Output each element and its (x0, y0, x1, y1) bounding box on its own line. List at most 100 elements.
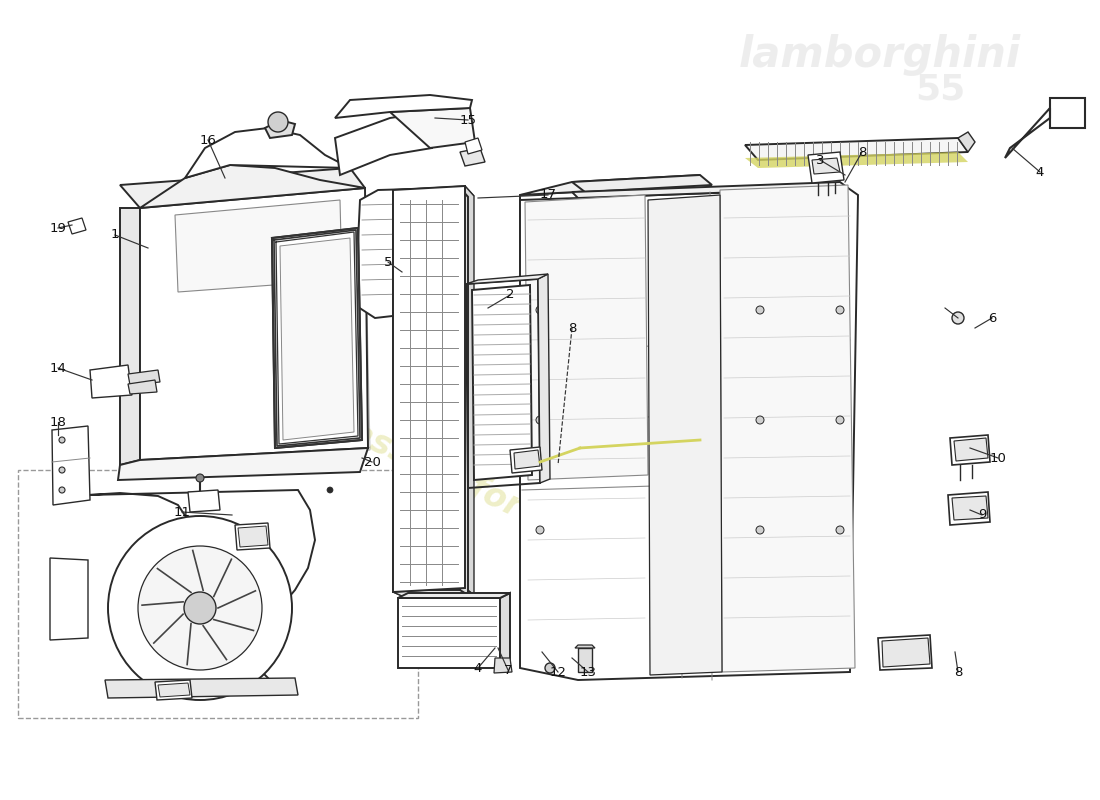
Polygon shape (720, 185, 855, 672)
Polygon shape (950, 435, 990, 465)
Text: 8: 8 (954, 666, 962, 678)
Polygon shape (355, 188, 448, 318)
Polygon shape (238, 526, 268, 547)
Text: 3: 3 (816, 154, 824, 166)
Polygon shape (460, 188, 467, 595)
Polygon shape (104, 678, 298, 698)
Text: 14: 14 (50, 362, 66, 374)
Text: 8: 8 (858, 146, 866, 158)
Text: 10: 10 (990, 451, 1006, 465)
Polygon shape (520, 188, 858, 680)
Polygon shape (88, 490, 315, 692)
Circle shape (536, 526, 544, 534)
Polygon shape (472, 285, 532, 480)
Polygon shape (140, 165, 365, 208)
Polygon shape (140, 188, 368, 460)
Polygon shape (572, 182, 848, 198)
Polygon shape (398, 598, 500, 668)
Polygon shape (882, 638, 930, 667)
Text: a passion for parts.com: a passion for parts.com (292, 391, 708, 609)
Text: 7: 7 (504, 663, 513, 677)
Polygon shape (952, 496, 988, 520)
Text: 8: 8 (568, 322, 576, 334)
Polygon shape (393, 190, 402, 596)
Polygon shape (948, 492, 990, 525)
Bar (18, 470, 418, 718)
Text: 1: 1 (111, 229, 119, 242)
Polygon shape (808, 152, 844, 183)
Polygon shape (460, 148, 485, 166)
Polygon shape (745, 138, 968, 160)
Circle shape (327, 487, 333, 493)
Polygon shape (398, 188, 468, 200)
Polygon shape (538, 274, 550, 483)
Polygon shape (398, 188, 460, 590)
Polygon shape (120, 208, 140, 465)
Circle shape (59, 467, 65, 473)
Polygon shape (158, 683, 190, 697)
Circle shape (184, 592, 216, 624)
Circle shape (59, 437, 65, 443)
Polygon shape (745, 152, 968, 168)
Text: 4: 4 (1036, 166, 1044, 178)
Circle shape (836, 416, 844, 424)
Polygon shape (466, 274, 548, 284)
Text: 5: 5 (384, 255, 393, 269)
Polygon shape (393, 588, 474, 596)
Circle shape (836, 526, 844, 534)
Polygon shape (188, 490, 220, 512)
Text: 17: 17 (539, 189, 557, 202)
Text: lamborghini: lamborghini (739, 34, 1021, 76)
Circle shape (756, 416, 764, 424)
Polygon shape (393, 186, 474, 198)
Polygon shape (265, 218, 370, 460)
Text: 16: 16 (199, 134, 217, 146)
Circle shape (196, 474, 204, 482)
Polygon shape (575, 645, 595, 648)
Text: 13: 13 (580, 666, 596, 678)
Circle shape (544, 663, 556, 673)
Circle shape (756, 526, 764, 534)
Polygon shape (648, 195, 722, 675)
Text: 6: 6 (988, 311, 997, 325)
Polygon shape (500, 593, 510, 668)
Polygon shape (128, 370, 160, 385)
Circle shape (756, 306, 764, 314)
Polygon shape (336, 112, 432, 175)
Circle shape (59, 487, 65, 493)
Text: 19: 19 (50, 222, 66, 234)
Circle shape (268, 112, 288, 132)
Polygon shape (50, 558, 88, 640)
Polygon shape (1005, 98, 1085, 158)
Polygon shape (465, 138, 482, 154)
Polygon shape (280, 238, 354, 440)
Text: 12: 12 (550, 666, 566, 678)
Polygon shape (572, 175, 712, 192)
Polygon shape (494, 658, 512, 673)
Text: 2: 2 (506, 289, 515, 302)
Text: 15: 15 (460, 114, 476, 126)
Polygon shape (155, 680, 192, 700)
Text: 55: 55 (915, 73, 965, 107)
Polygon shape (393, 186, 465, 592)
Polygon shape (68, 218, 86, 234)
Polygon shape (390, 108, 475, 148)
Circle shape (138, 546, 262, 670)
Polygon shape (525, 195, 648, 480)
Polygon shape (128, 380, 157, 394)
Polygon shape (514, 450, 540, 469)
Polygon shape (235, 523, 270, 550)
Text: 4: 4 (474, 662, 482, 674)
Text: 11: 11 (174, 506, 190, 518)
Polygon shape (520, 188, 652, 488)
Text: 9: 9 (978, 509, 987, 522)
Polygon shape (52, 426, 90, 505)
Text: 20: 20 (364, 455, 381, 469)
Polygon shape (336, 95, 472, 118)
Polygon shape (465, 186, 474, 595)
Circle shape (536, 416, 544, 424)
Polygon shape (185, 128, 350, 178)
Polygon shape (175, 200, 342, 292)
Polygon shape (812, 158, 840, 174)
Circle shape (536, 306, 544, 314)
